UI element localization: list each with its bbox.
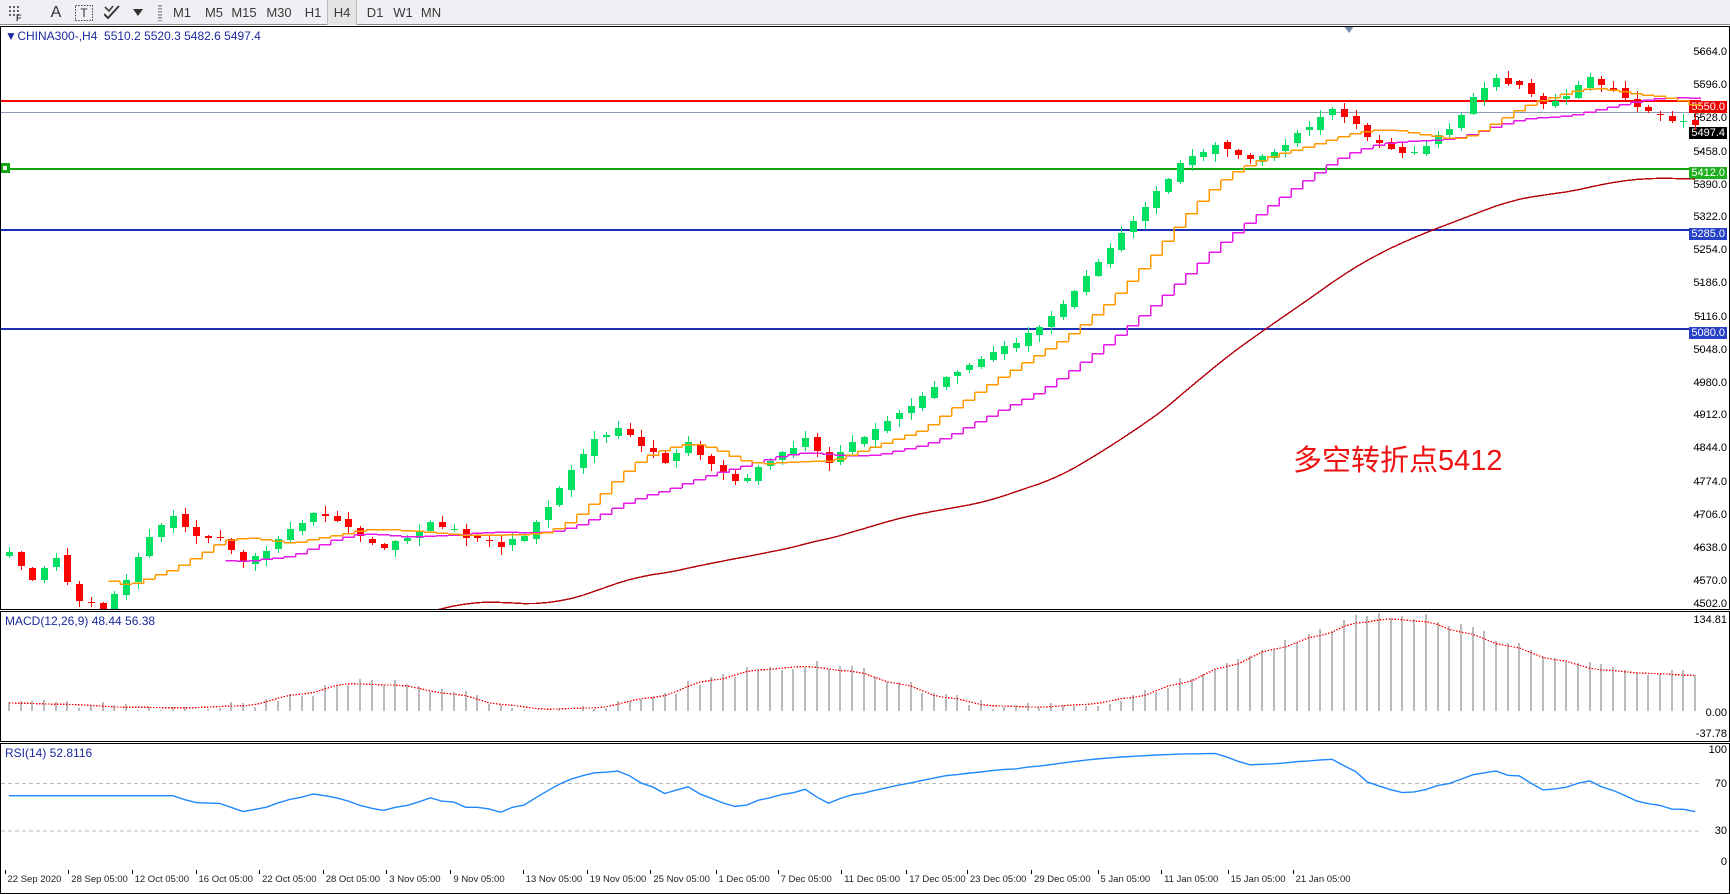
svg-text:T: T bbox=[80, 6, 88, 20]
